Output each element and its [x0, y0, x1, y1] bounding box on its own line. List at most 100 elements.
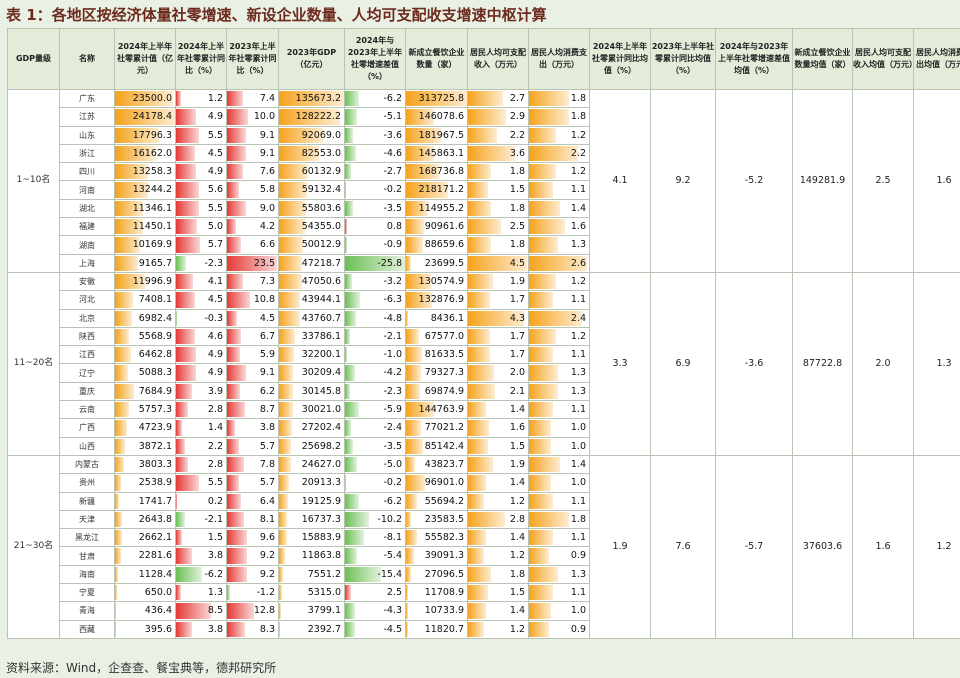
- diff-value: -2.1: [383, 330, 402, 342]
- retail-cell: 2643.8: [114, 509, 176, 530]
- column-header: 2024年上半年社零累计同比均值（%）: [589, 28, 651, 90]
- diff-cell: -3.5: [344, 436, 406, 456]
- yoy24-bar: [176, 182, 200, 198]
- firms-cell: 90961.6: [405, 217, 468, 237]
- income-bar: [468, 566, 492, 583]
- diff-bar: [345, 420, 351, 436]
- diff-value: -4.6: [383, 147, 402, 159]
- yoy23-cell: 23.5: [226, 253, 279, 273]
- yoy24-cell: 1.2: [175, 88, 227, 109]
- income-cell: 2.5: [467, 217, 529, 237]
- yoy23-value: 10.8: [253, 294, 275, 306]
- region-name-cell: 山东: [59, 125, 115, 145]
- gdp-cell: 47050.6: [278, 271, 345, 292]
- gdp-bar: [279, 621, 281, 637]
- retail-cell: 3803.3: [114, 454, 176, 475]
- avg-retail-2023-cell: 6.9: [650, 271, 716, 456]
- yoy24-bar: [176, 200, 199, 217]
- spend-value: 1.0: [570, 477, 586, 489]
- spend-value: 1.1: [570, 587, 586, 599]
- yoy24-bar: [176, 621, 192, 637]
- spend-cell: 1.3: [528, 235, 590, 255]
- yoy24-value: 2.8: [207, 404, 223, 416]
- retail-cell: 13244.2: [114, 180, 176, 200]
- firms-cell: 146078.6: [405, 107, 468, 127]
- yoy24-value: 1.3: [207, 587, 223, 599]
- region-name-cell: 西藏: [59, 619, 115, 639]
- gdp-cell: 43944.1: [278, 290, 345, 310]
- diff-bar: [345, 200, 354, 217]
- yoy23-bar: [227, 420, 236, 436]
- yoy23-cell: 6.4: [226, 491, 279, 511]
- yoy24-bar: [176, 255, 186, 271]
- income-value: 1.7: [509, 330, 525, 342]
- region-name-cell: 安徽: [59, 271, 115, 292]
- yoy24-value: 4.6: [207, 330, 223, 342]
- diff-bar: [345, 585, 351, 601]
- firms-value: 313725.8: [418, 93, 464, 104]
- firms-bar: [406, 91, 467, 107]
- avg-retail-2024-cell: 3.3: [589, 271, 651, 456]
- income-cell: 1.5: [467, 583, 529, 603]
- firms-value: 144763.9: [418, 404, 464, 416]
- spend-bar: [529, 621, 549, 637]
- gdp-cell: 19125.9: [278, 491, 345, 511]
- gdp-cell: 30209.4: [278, 363, 345, 383]
- firms-cell: 23699.5: [405, 253, 468, 273]
- header-row: GDP量级 名称 2024年上半年社零累计值（亿元） 2024年上半年社零累计同比（%…: [7, 28, 960, 90]
- firms-cell: 55582.3: [405, 528, 468, 548]
- diff-cell: -0.9: [344, 235, 406, 255]
- income-cell: 3.6: [467, 143, 529, 164]
- income-value: 1.5: [509, 440, 525, 452]
- income-cell: 1.4: [467, 473, 529, 493]
- income-bar: [468, 493, 484, 509]
- yoy23-value: 8.7: [259, 404, 275, 416]
- column-header: 新成立餐饮企业数量（家）: [405, 28, 468, 90]
- gdp-bar: [279, 566, 283, 583]
- diff-cell: -4.3: [344, 601, 406, 621]
- gdp-bar: [279, 438, 292, 454]
- gdp-value: 43760.7: [301, 312, 341, 324]
- gdp-bar: [279, 145, 319, 162]
- firms-cell: 114955.2: [405, 198, 468, 219]
- retail-cell: 24178.4: [114, 107, 176, 127]
- table-row: 青海 436.4 8.5 12.8 3799.1 -4.3 10733.9 1.4 1.0: [8, 601, 960, 621]
- retail-value: 4723.9: [138, 422, 172, 434]
- firms-bar: [406, 145, 435, 162]
- gdp-bar: [279, 219, 306, 235]
- yoy23-cell: 3.8: [226, 418, 279, 438]
- income-cell: 1.7: [467, 326, 529, 347]
- retail-cell: 3872.1: [114, 436, 176, 456]
- yoy23-bar: [227, 493, 241, 509]
- income-value: 1.5: [509, 184, 525, 196]
- firms-value: 77021.2: [424, 422, 464, 434]
- firms-value: 27096.5: [424, 568, 464, 580]
- retail-bar: [115, 273, 145, 290]
- firms-bar: [406, 530, 417, 546]
- income-value: 1.2: [509, 623, 525, 635]
- retail-bar: [115, 328, 129, 345]
- gdp-cell: 2392.7: [278, 619, 345, 639]
- region-name-cell: 贵州: [59, 473, 115, 493]
- retail-value: 3803.3: [138, 458, 172, 470]
- region-name-cell: 北京: [59, 308, 115, 328]
- firms-value: 218171.2: [418, 184, 464, 196]
- income-bar: [468, 438, 488, 454]
- retail-bar: [115, 164, 148, 180]
- spend-bar: [529, 585, 554, 601]
- income-value: 1.2: [509, 495, 525, 507]
- spend-bar: [529, 530, 554, 546]
- retail-bar: [115, 548, 121, 564]
- gdp-cell: 27202.4: [278, 418, 345, 438]
- spend-bar: [529, 91, 569, 107]
- income-cell: 1.4: [467, 528, 529, 548]
- spend-bar: [529, 109, 569, 125]
- spend-bar: [529, 493, 554, 509]
- retail-cell: 5757.3: [114, 400, 176, 420]
- income-value: 1.8: [509, 202, 525, 214]
- retail-cell: 395.6: [114, 619, 176, 639]
- yoy24-cell: 0.2: [175, 491, 227, 511]
- retail-value: 24178.4: [132, 111, 172, 123]
- yoy23-bar: [227, 182, 240, 198]
- yoy23-cell: 5.7: [226, 473, 279, 493]
